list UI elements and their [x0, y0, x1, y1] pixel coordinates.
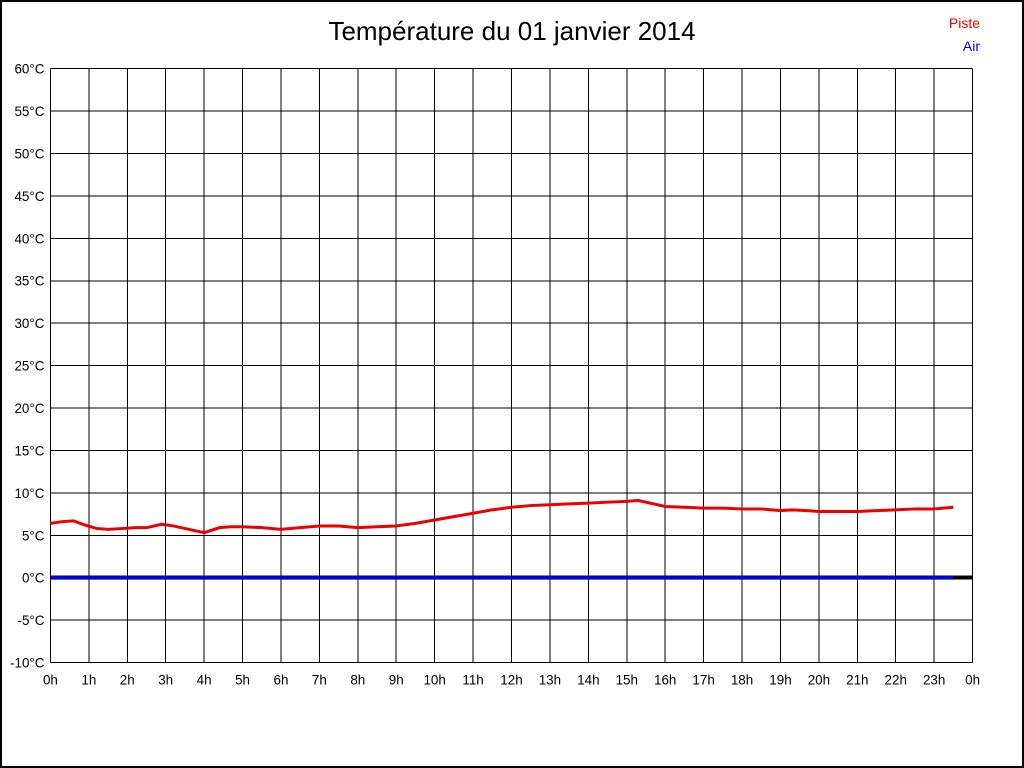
svg-text:15°C: 15°C	[14, 443, 44, 458]
svg-text:12h: 12h	[500, 672, 522, 687]
svg-text:23h: 23h	[923, 672, 945, 687]
svg-text:30°C: 30°C	[14, 316, 44, 331]
svg-text:17h: 17h	[692, 672, 714, 687]
svg-text:50°C: 50°C	[14, 146, 44, 161]
svg-text:0h: 0h	[43, 672, 58, 687]
svg-text:40°C: 40°C	[14, 231, 44, 246]
svg-text:9h: 9h	[389, 672, 404, 687]
chart-title: Température du 01 janvier 2014	[328, 16, 696, 46]
svg-text:20°C: 20°C	[14, 401, 44, 416]
legend-item-air: Air	[962, 38, 980, 54]
svg-text:13h: 13h	[539, 672, 561, 687]
svg-text:22h: 22h	[885, 672, 907, 687]
legend-item-piste: Piste	[948, 15, 980, 31]
svg-text:8h: 8h	[350, 672, 365, 687]
svg-text:15h: 15h	[616, 672, 638, 687]
svg-text:10h: 10h	[423, 672, 445, 687]
chart-legend: Piste Air	[949, 12, 980, 58]
svg-text:45°C: 45°C	[14, 189, 44, 204]
svg-text:60°C: 60°C	[14, 62, 44, 77]
svg-text:7h: 7h	[312, 672, 327, 687]
svg-text:11h: 11h	[462, 672, 483, 687]
svg-text:0h: 0h	[965, 672, 980, 687]
svg-text:0°C: 0°C	[22, 571, 45, 586]
svg-text:20h: 20h	[808, 672, 830, 687]
svg-text:14h: 14h	[577, 672, 599, 687]
svg-text:4h: 4h	[197, 672, 212, 687]
svg-text:1h: 1h	[81, 672, 96, 687]
svg-text:5h: 5h	[235, 672, 250, 687]
svg-text:16h: 16h	[654, 672, 676, 687]
svg-text:2h: 2h	[120, 672, 135, 687]
svg-text:25°C: 25°C	[14, 359, 44, 374]
svg-text:19h: 19h	[769, 672, 791, 687]
svg-text:35°C: 35°C	[14, 274, 44, 289]
svg-text:-5°C: -5°C	[17, 613, 44, 628]
svg-text:6h: 6h	[273, 672, 288, 687]
svg-text:5°C: 5°C	[22, 528, 45, 543]
svg-text:3h: 3h	[158, 672, 173, 687]
svg-text:-10°C: -10°C	[10, 656, 45, 671]
svg-text:21h: 21h	[846, 672, 868, 687]
svg-text:18h: 18h	[731, 672, 753, 687]
svg-text:10°C: 10°C	[14, 486, 44, 501]
svg-text:55°C: 55°C	[14, 104, 44, 119]
